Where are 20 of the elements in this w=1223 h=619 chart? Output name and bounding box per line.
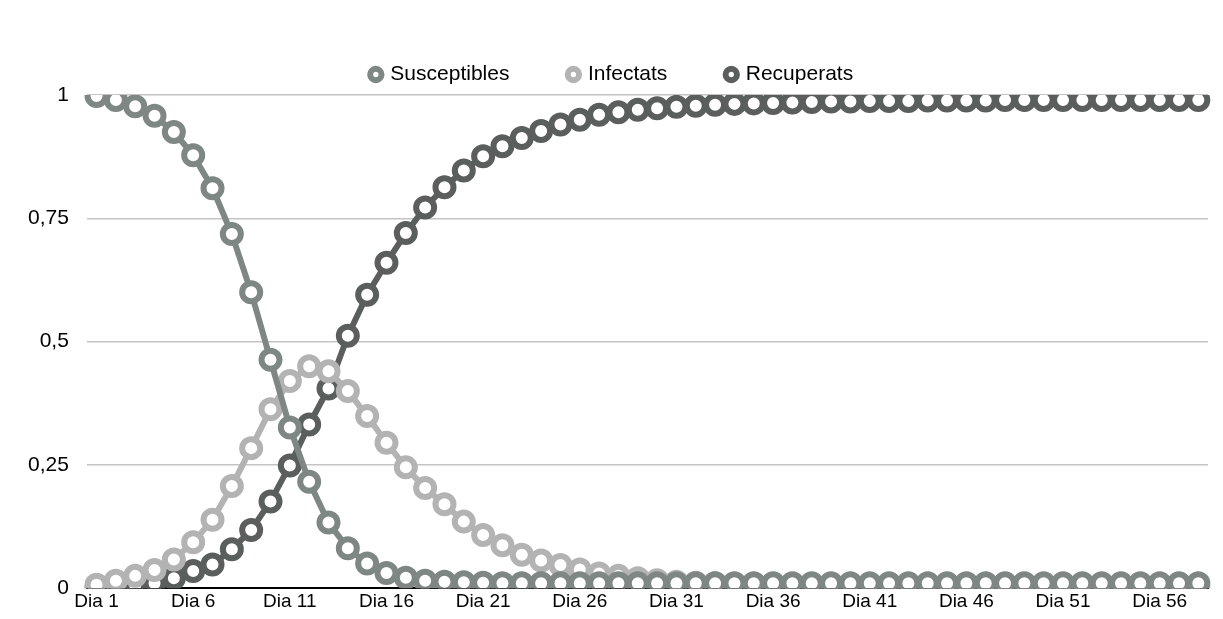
x-tick-label: Dia 26 <box>552 589 608 611</box>
x-tick-label: Dia 56 <box>1132 589 1188 611</box>
x-tick-label: Dia 51 <box>1035 589 1091 611</box>
x-tick-label: Dia 21 <box>455 589 511 611</box>
x-tick-label: Dia 1 <box>74 589 119 611</box>
y-tick-label: 0 <box>57 575 69 598</box>
y-tick-label: 0,75 <box>28 205 69 229</box>
x-tick-label: Dia 6 <box>171 589 216 611</box>
y-tick-label: 0,25 <box>28 451 69 475</box>
x-tick-label: Dia 41 <box>842 589 898 611</box>
y-tick-label: 1 <box>57 81 69 105</box>
x-tick-label: Dia 16 <box>359 589 414 611</box>
legend-label: Infectats <box>587 61 668 85</box>
x-tick-label: Dia 36 <box>745 589 801 611</box>
legend-label: Recuperats <box>745 61 854 85</box>
x-tick-label: Dia 11 <box>263 589 317 611</box>
y-tick-label: 0,5 <box>39 328 69 352</box>
legend-label: Susceptibles <box>390 61 510 85</box>
x-tick-label: Dia 46 <box>938 589 994 611</box>
x-tick-label: Dia 31 <box>648 589 704 611</box>
